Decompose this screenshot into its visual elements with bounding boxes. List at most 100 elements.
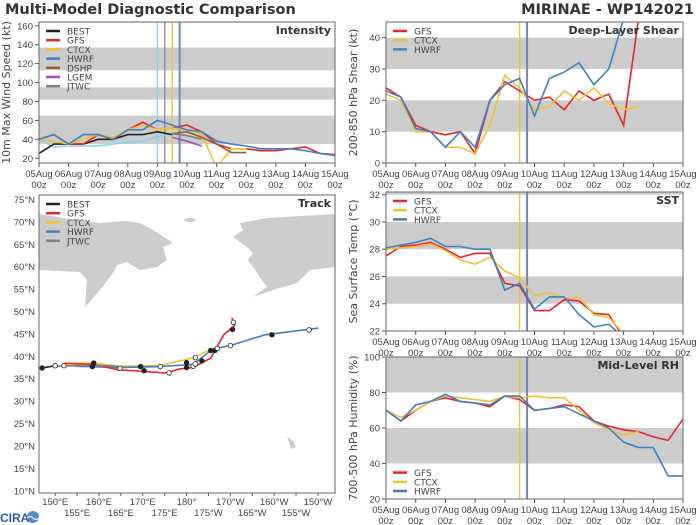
x-tick-label-date: 11Aug: [551, 337, 578, 348]
y-tick-label: 20: [369, 495, 380, 506]
x-tick-label-date: 08Aug: [461, 505, 488, 516]
x-tick-label-date: 14Aug: [292, 169, 319, 180]
track-marker-filled: [141, 367, 147, 374]
x-tick-label-date: 06Aug: [402, 169, 429, 180]
land-alaska: [233, 214, 335, 297]
lon-tick-label: 155°W: [282, 508, 311, 519]
lat-tick-label: 25°N: [14, 419, 35, 430]
lon-tick-label: 175°W: [194, 508, 223, 519]
x-tick-label-hour: 00z: [438, 516, 454, 525]
x-tick-label-date: 12Aug: [232, 169, 259, 180]
y-tick-label: 22: [369, 327, 380, 338]
x-tick-label-hour: 00z: [298, 180, 314, 191]
legend-label-gfs: GFS: [414, 28, 432, 38]
panel-title: Track: [298, 197, 332, 210]
y-tick-label: 28: [369, 245, 380, 256]
panel-title: Deep-Layer Shear: [568, 24, 679, 37]
series-line-ctcx: [386, 395, 639, 436]
x-tick-label-date: 13Aug: [262, 169, 289, 180]
legend-label-jtwc: JTWC: [66, 237, 90, 247]
x-tick-label-date: 09Aug: [491, 169, 518, 180]
x-tick-label-hour: 00z: [467, 180, 483, 191]
x-tick-label-hour: 00z: [209, 180, 225, 191]
x-tick-label-hour: 00z: [497, 180, 513, 191]
intensity-plot-area: [39, 22, 335, 163]
svg-text:CIRA: CIRA: [0, 511, 30, 525]
track-marker-open: [52, 363, 58, 369]
x-tick-label-hour: 00z: [91, 180, 107, 191]
plot-frame: [385, 21, 684, 164]
panel-title: Intensity: [276, 24, 331, 37]
y-tick-label: 40: [369, 33, 380, 44]
plot-frame: [385, 191, 684, 332]
track-marker-open: [230, 319, 237, 325]
x-tick-label-date: 05Aug: [372, 505, 399, 516]
lat-tick-label: 55°N: [14, 285, 35, 296]
x-tick-label-date: 11Aug: [203, 169, 230, 180]
y-tick-label: 24: [369, 299, 380, 310]
series-line-hwrf: [386, 22, 624, 149]
x-tick-label-hour: 00z: [586, 516, 602, 525]
lat-tick-label: 15°N: [14, 464, 35, 475]
lat-tick-label: 10°N: [14, 486, 35, 497]
x-tick-label-hour: 00z: [467, 348, 483, 359]
x-tick-label-hour: 00z: [378, 180, 394, 191]
plot-frame: [38, 21, 336, 164]
x-tick-label-hour: 00z: [557, 516, 573, 525]
y-tick-label: 80: [22, 97, 33, 108]
track-panel: 75°N 70°N 65°N 60°N 55°N 50°N 45°N 40°N 35°N 30°N…: [14, 194, 336, 519]
lon-tick-label: 170°W: [216, 497, 245, 508]
lon-tick-label: 170°E: [130, 497, 156, 508]
x-tick-label-hour: 00z: [527, 348, 543, 359]
lat-tick-label: 40°N: [14, 352, 35, 363]
x-tick-label-date: 15Aug: [669, 169, 696, 180]
lon-tick-label: 150°E: [42, 497, 68, 508]
y-tick-label: 100: [364, 353, 380, 364]
lon-tick-label: 160°W: [260, 497, 289, 508]
x-tick-label-date: 09Aug: [144, 169, 171, 180]
lon-tick-label: 175°E: [152, 508, 178, 519]
x-tick-label-hour: 00z: [120, 180, 136, 191]
lat-tick-label: 75°N: [14, 195, 35, 206]
track-marker-open: [227, 342, 234, 349]
x-tick-label-date: 13Aug: [610, 169, 637, 180]
x-tick-label-date: 10Aug: [173, 169, 200, 180]
series-line-lgem: [172, 136, 203, 147]
y-axis-label: 200-850 hPa Shear (kt): [347, 29, 360, 157]
series-line-ctcx: [386, 242, 623, 331]
x-tick-label-date: 15Aug: [669, 505, 696, 516]
y-tick-label: 30: [369, 217, 380, 228]
legend-label-best: BEST: [67, 201, 91, 211]
y-axis-label: 10m Max Wind Speed (kt): [0, 21, 13, 164]
rh-panel: 2040608010005Aug00z06Aug00z07Aug00z08Aug…: [347, 353, 697, 525]
panel-title: SST: [656, 194, 679, 207]
y-tick-label: 140: [17, 40, 33, 51]
x-tick-label-date: 15Aug: [321, 169, 348, 180]
shaded-band: [386, 276, 683, 304]
x-tick-label-date: 10Aug: [521, 169, 548, 180]
x-tick-label-hour: 00z: [527, 180, 543, 191]
series-line-hwrf: [386, 393, 683, 477]
track-marker-filled: [91, 360, 97, 366]
plot-frame: [385, 356, 684, 500]
sst-plot-area: [386, 192, 683, 331]
x-tick-label-date: 08Aug: [114, 169, 141, 180]
x-tick-label-hour: 00z: [408, 348, 424, 359]
x-tick-label-hour: 00z: [408, 516, 424, 525]
series-line-hwrf: [386, 237, 618, 331]
track-marker-filled: [207, 347, 214, 354]
lon-tick-label: 165°E: [108, 508, 134, 519]
track-marker-open: [166, 370, 172, 376]
lat-tick-label: 60°N: [14, 262, 35, 273]
track-marker-open: [61, 363, 67, 369]
x-tick-label-date: 14Aug: [640, 505, 667, 516]
lat-tick-label: 35°N: [14, 374, 35, 385]
track-marker-open: [157, 363, 163, 370]
legend-label-ctcx: CTCX: [414, 37, 438, 47]
sst-panel: 22242628303205Aug00z06Aug00z07Aug00z08Au…: [347, 190, 697, 359]
shaded-band: [39, 87, 335, 100]
x-tick-label-date: 05Aug: [372, 169, 399, 180]
x-tick-label-date: 05Aug: [25, 169, 52, 180]
x-tick-label-hour: 00z: [616, 180, 632, 191]
